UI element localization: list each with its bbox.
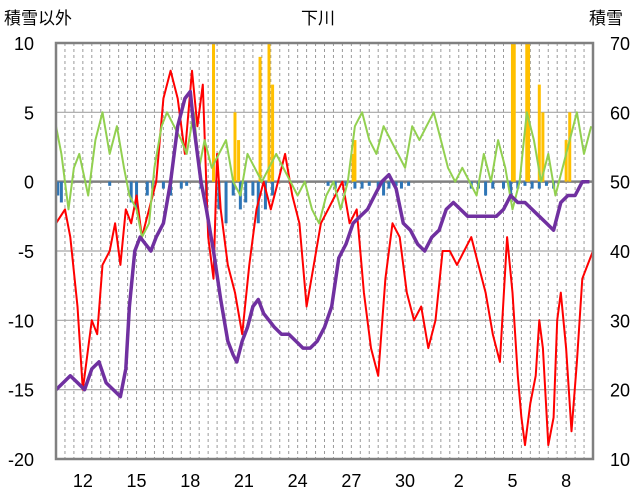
x-tick-label: 12: [73, 471, 93, 491]
x-tick-label: 5: [507, 471, 517, 491]
bar-mark: [509, 181, 513, 196]
x-tick-label: 15: [127, 471, 147, 491]
plot-frame: [54, 41, 595, 461]
left-y-tick-label: 5: [24, 103, 34, 123]
left-y-tick-label: -20: [8, 450, 34, 470]
bar-mark: [382, 181, 386, 196]
bar-mark: [544, 181, 548, 186]
bar-mark: [530, 181, 534, 189]
bar-mark: [59, 181, 63, 203]
right-y-tick-label: 70: [610, 34, 630, 54]
chart-title: 下川: [301, 9, 335, 29]
bar-mark: [367, 181, 371, 186]
bar-mark: [271, 84, 275, 182]
x-tick-label: 30: [395, 471, 415, 491]
x-tick-label: 8: [561, 471, 571, 491]
bar-mark: [251, 181, 255, 196]
bar-mark: [484, 181, 488, 196]
bar-mark: [161, 181, 165, 189]
bar-mark: [344, 181, 348, 186]
line-series: [54, 69, 594, 447]
left-y-tick-label: -5: [18, 242, 34, 262]
bar-mark: [179, 181, 183, 189]
series-line: [55, 111, 593, 239]
x-tick-label: 27: [341, 471, 361, 491]
bar-mark: [360, 181, 364, 189]
left-y-tick-label: -10: [8, 311, 34, 331]
bar-mark: [387, 181, 391, 189]
bar-mark: [564, 140, 568, 182]
bar-mark: [537, 84, 541, 182]
bar-mark: [394, 181, 398, 186]
x-tick-label: 21: [234, 471, 254, 491]
left-axis-title: 積雪以外: [4, 9, 72, 29]
bar-mark: [258, 56, 262, 182]
bar-mark: [233, 112, 237, 182]
bar-mark: [512, 43, 516, 182]
x-tick-label: 18: [180, 471, 200, 491]
bar-mark: [541, 112, 545, 182]
bar-mark: [271, 181, 275, 196]
bar-mark: [502, 181, 505, 189]
bar-mark: [491, 181, 495, 189]
bar-mark: [231, 181, 235, 196]
bar-mark: [185, 181, 189, 186]
bar-mark: [56, 181, 60, 196]
bar-mark: [129, 181, 133, 203]
right-y-tick-label: 20: [610, 381, 630, 401]
series-line: [55, 69, 594, 447]
bar-mark: [523, 181, 527, 186]
x-tick-label: 2: [454, 471, 464, 491]
bar-mark: [527, 43, 531, 182]
bar-mark: [510, 43, 514, 182]
bar-mark: [353, 140, 357, 182]
right-y-tick-label: 60: [610, 103, 630, 123]
bar-mark: [237, 140, 241, 182]
series-line: [54, 89, 590, 399]
left-y-tick-label: 10: [14, 34, 34, 54]
bar-mark: [568, 112, 572, 182]
bar-mark: [326, 181, 330, 186]
left-y-tick-label: 0: [24, 173, 34, 193]
bar-mark: [224, 181, 228, 224]
right-y-tick-label: 50: [610, 173, 630, 193]
bar-mark: [351, 153, 355, 182]
bar-mark: [263, 181, 267, 210]
bar-mark: [537, 181, 541, 189]
bar-mark: [407, 181, 411, 186]
bar-mark: [244, 181, 248, 203]
x-tick-label: 24: [288, 471, 308, 491]
bar-mark: [267, 43, 271, 182]
right-y-tick-label: 10: [610, 450, 630, 470]
right-axis-title: 積雪: [589, 9, 623, 29]
left-y-tick-label: -15: [8, 381, 34, 401]
bar-mark: [399, 181, 403, 189]
right-y-tick-label: 30: [610, 311, 630, 331]
bar-mark: [145, 181, 149, 196]
right-y-tick-label: 40: [610, 242, 630, 262]
bar-mark: [108, 181, 112, 186]
bar-mark: [212, 43, 216, 182]
bar-mark: [353, 181, 357, 189]
